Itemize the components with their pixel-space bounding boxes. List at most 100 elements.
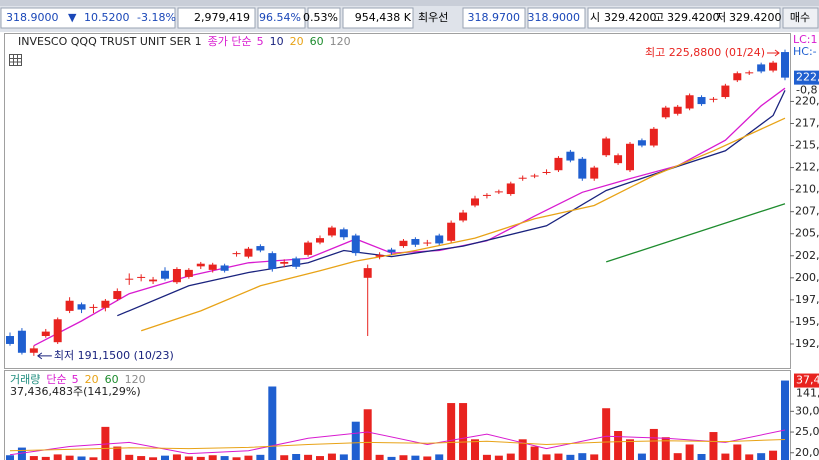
volume-bar (423, 456, 432, 460)
candle-body (77, 304, 86, 310)
candle-body (375, 254, 384, 257)
candle-body (506, 183, 515, 195)
candle-body (709, 98, 718, 100)
volume-bar (566, 454, 575, 460)
open: 329.4200 (604, 11, 657, 24)
ratio-label: 141,29% (796, 387, 819, 400)
volume-bar (280, 455, 289, 460)
candle-body (339, 229, 348, 238)
volume-info: 37,436,483주(141,29%) (10, 385, 141, 398)
ratio: 96.54% (259, 11, 301, 24)
volume-bar (494, 455, 503, 460)
y-tick-label: 210,0000 (795, 183, 819, 196)
candle-body (578, 158, 587, 179)
volume-bar (77, 456, 86, 460)
candle-body (530, 175, 539, 177)
volume-panel (4, 370, 791, 460)
bid-box (527, 7, 586, 29)
candle-body (411, 239, 420, 245)
corner-label: LC:1 (793, 33, 818, 46)
ohl-box (587, 7, 781, 29)
volume-bar (637, 453, 646, 460)
volume-bar (781, 380, 789, 460)
volume: 2,979,419 (194, 11, 250, 24)
chart-bg (0, 32, 819, 460)
volume-bar (65, 455, 74, 460)
candle-body (626, 143, 634, 171)
candle-body (29, 348, 38, 353)
toolbar (0, 7, 819, 29)
candle-body (566, 151, 575, 161)
legend-entry: 20 (290, 35, 304, 48)
volume-bar (685, 444, 694, 460)
candle-body (220, 265, 229, 271)
turnover: 0.53% (303, 11, 338, 24)
candle-body (101, 300, 110, 308)
indicator-label: 종가 단순 (208, 35, 252, 48)
volume-bar (208, 455, 217, 460)
candle-body (65, 300, 74, 311)
buy-button[interactable] (782, 7, 819, 29)
candle-body (137, 276, 146, 278)
volume-bar (757, 453, 766, 460)
volume-bar (649, 428, 658, 460)
y-tick-label: 195,0000 (795, 315, 819, 328)
chart-title: INVESCO QQQ TRUST UNIT SER 1 (18, 35, 202, 48)
volume-bar (602, 408, 611, 460)
candle-body (399, 240, 408, 247)
candle-body (542, 171, 551, 173)
candle-body (196, 263, 205, 267)
volume-bar (554, 453, 563, 460)
amount: 954,438 K (355, 11, 412, 24)
candle-body (661, 107, 670, 118)
candle-body (590, 167, 599, 179)
ma-line (33, 87, 786, 347)
volume-bar (590, 454, 599, 460)
volume-bar (101, 426, 110, 460)
candle-body (721, 85, 730, 98)
candle-body (232, 253, 241, 255)
ratio-box (257, 7, 306, 29)
y-tick-label: 202,5000 (795, 249, 819, 262)
candle-body (53, 319, 62, 343)
indicator-label: 단순 (46, 373, 66, 386)
candle-body (149, 279, 158, 282)
volume-bar (327, 453, 336, 460)
price-panel (4, 33, 791, 369)
volume-bar (626, 439, 634, 460)
candle-body (554, 157, 563, 171)
volume-bar (578, 453, 587, 460)
y-tick-label: 20,000,000 (795, 446, 819, 459)
change-pct: -3.18% (137, 11, 176, 24)
candle-body (6, 336, 14, 344)
y-tick-label: 192,5000 (795, 337, 819, 350)
legend-entry: 60 (105, 373, 119, 386)
low-note: 최저 191,1500 (10/23) (54, 349, 174, 362)
legend-entry: 60 (310, 35, 324, 48)
last-volume: 37,436,483 (796, 374, 819, 387)
high: 329.4200 (667, 11, 720, 24)
candle-body (459, 212, 468, 221)
volume-bar (447, 403, 456, 460)
legend-entry: 120 (125, 373, 146, 386)
volume-bar (149, 457, 158, 460)
y-tick-label: 205,0000 (795, 227, 819, 240)
grid-icon (9, 54, 22, 66)
buy-text[interactable]: 매수 (790, 11, 810, 24)
volume-bar (709, 432, 718, 460)
volume-bar (614, 431, 623, 460)
volume-bar (89, 457, 98, 460)
price-box (0, 7, 176, 29)
candle-body (685, 95, 694, 109)
candle-body (781, 52, 789, 78)
volume-bar (220, 456, 229, 460)
icon-lines (9, 54, 22, 66)
volume-bar (232, 457, 241, 460)
candle-body (208, 264, 217, 270)
candle-body (649, 128, 658, 146)
volume-bar (125, 454, 134, 460)
candle-body (41, 331, 50, 337)
volume-bar (304, 454, 313, 460)
